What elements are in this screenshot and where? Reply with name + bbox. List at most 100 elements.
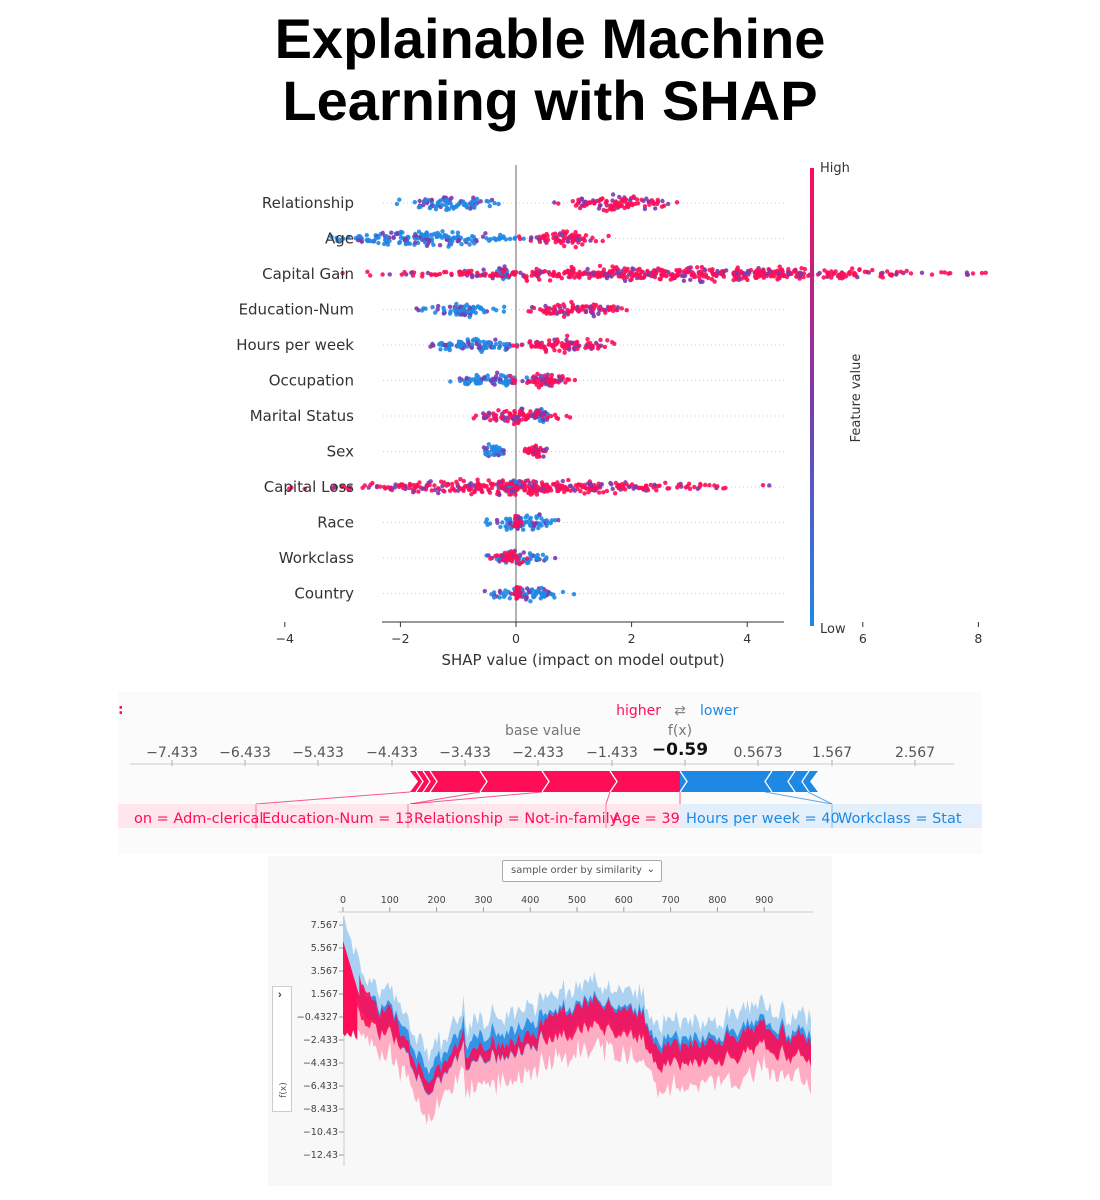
point <box>574 339 580 345</box>
point <box>444 269 449 275</box>
point <box>851 270 857 275</box>
point <box>929 272 935 277</box>
point <box>743 275 748 280</box>
point <box>501 309 507 314</box>
point <box>447 488 453 493</box>
legend-lower: lower <box>700 703 739 719</box>
point <box>528 553 533 558</box>
point <box>422 240 428 245</box>
point <box>590 235 595 240</box>
point <box>709 277 715 282</box>
point <box>570 305 575 311</box>
point <box>747 270 752 275</box>
point <box>496 201 501 207</box>
feature-label: Capital Loss <box>264 478 354 496</box>
point <box>515 420 520 425</box>
point <box>441 488 446 493</box>
point <box>523 446 528 452</box>
point <box>573 244 578 250</box>
point <box>580 242 585 247</box>
point <box>850 266 855 271</box>
point <box>376 240 381 246</box>
point <box>692 484 697 490</box>
point <box>389 230 394 235</box>
point <box>503 592 508 597</box>
point <box>534 379 540 384</box>
point <box>553 240 558 245</box>
point <box>539 516 544 521</box>
point <box>467 486 472 491</box>
point <box>340 270 345 276</box>
feature-points <box>471 406 573 427</box>
stack-y-tick-label: −2.433 <box>303 1035 338 1046</box>
point <box>601 267 607 272</box>
point <box>488 418 493 423</box>
fx-value: −0.59 <box>652 740 708 760</box>
point <box>451 236 457 241</box>
point <box>589 484 594 489</box>
point <box>433 310 438 315</box>
point <box>522 487 528 492</box>
point <box>801 274 806 280</box>
force-feature-positive: Education-Num = 13 <box>262 811 413 827</box>
point <box>405 241 411 246</box>
point <box>447 304 453 309</box>
point <box>400 230 405 235</box>
point <box>400 482 405 487</box>
point <box>521 236 526 241</box>
point <box>521 550 526 555</box>
point <box>535 371 540 377</box>
point <box>675 485 680 490</box>
point <box>508 549 514 554</box>
point <box>612 266 618 272</box>
shap-summary-plot: Relationship Age Capital Gain Education-Num… <box>236 161 988 669</box>
point <box>457 378 463 384</box>
point <box>628 197 633 203</box>
point <box>384 234 389 239</box>
point <box>470 342 475 347</box>
point <box>582 238 587 243</box>
point <box>430 232 436 237</box>
point <box>373 236 378 241</box>
point <box>904 268 909 274</box>
point <box>508 526 514 531</box>
point <box>493 237 499 243</box>
point <box>387 238 392 244</box>
point <box>478 486 483 491</box>
point <box>568 340 574 345</box>
point <box>650 199 655 204</box>
point <box>545 415 550 420</box>
y-axis-selector[interactable]: › f(x) <box>272 986 292 1112</box>
point <box>413 485 418 490</box>
point <box>570 237 575 242</box>
point <box>517 561 522 567</box>
point <box>666 201 671 207</box>
force-chevron <box>422 770 431 793</box>
x-tick-label: −2 <box>391 631 409 646</box>
point <box>634 271 639 276</box>
point <box>604 488 610 494</box>
point <box>464 376 469 381</box>
point <box>409 270 414 275</box>
point <box>507 236 513 242</box>
point <box>607 307 612 312</box>
point <box>538 445 543 451</box>
point <box>394 231 400 237</box>
feature-points <box>428 333 617 355</box>
point <box>494 517 500 523</box>
point <box>589 310 594 315</box>
point <box>564 413 569 419</box>
point <box>512 410 517 415</box>
point <box>695 265 700 270</box>
point <box>471 235 477 240</box>
colorbar-high-label: High <box>820 161 850 176</box>
point <box>660 268 665 273</box>
point <box>513 589 518 594</box>
point <box>335 238 340 243</box>
point <box>609 482 614 487</box>
feature-points <box>483 512 561 532</box>
sample-order-dropdown[interactable]: sample order by similarity ⌄ <box>502 860 662 882</box>
point <box>491 595 497 600</box>
point <box>497 237 502 242</box>
